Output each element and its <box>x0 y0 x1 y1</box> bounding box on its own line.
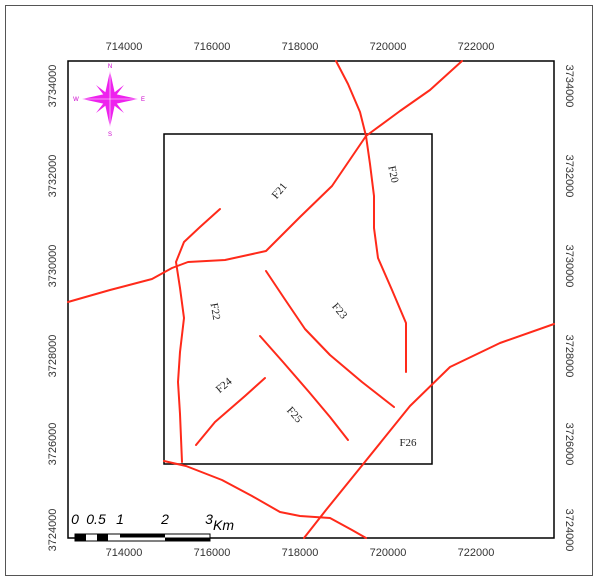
x-tick-bottom: 714000 <box>106 547 143 559</box>
x-tick-top: 716000 <box>194 41 231 53</box>
compass-e-label: E <box>141 97 145 103</box>
compass-rose-icon: N S E W <box>73 64 145 138</box>
x-tick-top: 722000 <box>458 41 495 53</box>
compass-w-label: W <box>73 97 79 103</box>
scale-label: 3 <box>205 511 213 527</box>
fault-label: F26 <box>399 437 417 449</box>
x-tick-top: 718000 <box>282 41 319 53</box>
fault-line <box>195 377 266 446</box>
map-frame <box>67 60 555 539</box>
scale-label: 2 <box>160 511 169 527</box>
fault-label: F24 <box>214 375 235 396</box>
compass-n-label: N <box>108 64 112 70</box>
x-tick-top: 720000 <box>370 41 407 53</box>
figure-border <box>5 5 593 576</box>
y-tick-right: 3728000 <box>563 335 575 378</box>
fault-label: F25 <box>284 405 305 426</box>
y-tick-left: 3726000 <box>47 423 59 466</box>
fault-line <box>303 323 555 539</box>
fault-line <box>163 460 367 539</box>
scale-unit: Km <box>213 517 234 533</box>
fault-label: F23 <box>329 301 350 322</box>
scale-segment <box>165 537 210 541</box>
study-area-box <box>163 133 433 465</box>
y-tick-right: 3726000 <box>563 423 575 466</box>
scale-segment <box>75 534 86 541</box>
x-tick-bottom: 722000 <box>458 547 495 559</box>
y-tick-right: 3730000 <box>563 245 575 288</box>
scale-segment <box>120 534 165 538</box>
fault-line <box>265 270 395 408</box>
y-tick-left: 3734000 <box>47 65 59 108</box>
scale-segment <box>97 534 108 541</box>
x-tick-bottom: 718000 <box>282 547 319 559</box>
fault-label: F22 <box>208 302 223 321</box>
fault-line <box>335 60 407 373</box>
scale-label: 1 <box>116 511 124 527</box>
y-tick-right: 3724000 <box>563 509 575 552</box>
fault-label: F20 <box>385 165 400 185</box>
scale-label: 0.5 <box>86 511 106 527</box>
x-tick-bottom: 720000 <box>370 547 407 559</box>
fault-line <box>259 335 349 441</box>
y-tick-left: 3730000 <box>47 245 59 288</box>
y-tick-right: 3732000 <box>563 155 575 198</box>
fault-line <box>67 60 463 303</box>
scale-bar: 0 0.5 1 2 3 Km <box>71 511 234 542</box>
y-tick-right: 3734000 <box>563 65 575 108</box>
fault-line <box>175 208 221 463</box>
y-tick-left: 3728000 <box>47 335 59 378</box>
x-tick-bottom: 716000 <box>194 547 231 559</box>
compass-s-label: S <box>108 132 112 138</box>
fault-label: F21 <box>270 181 290 202</box>
y-tick-left: 3732000 <box>47 155 59 198</box>
x-tick-top: 714000 <box>106 41 143 53</box>
y-tick-left: 3724000 <box>47 509 59 552</box>
scale-label: 0 <box>71 511 79 527</box>
